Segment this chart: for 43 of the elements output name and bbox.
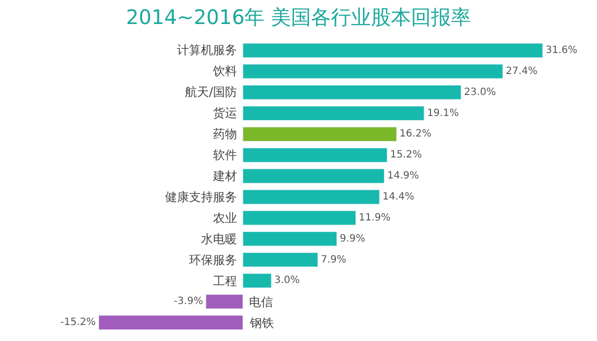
- bar: [242, 190, 380, 204]
- bar: [242, 84, 462, 100]
- y-tick-label: 工程: [213, 274, 237, 288]
- y-tick-label: 药物: [213, 127, 237, 141]
- y-tick-label: 钢铁: [249, 316, 274, 330]
- data-label: 3.0%: [274, 275, 300, 286]
- bar: [242, 64, 504, 79]
- bar: [242, 126, 397, 142]
- y-tick-label: 电信: [249, 295, 273, 309]
- bar: [206, 294, 244, 309]
- y-tick-label: 健康支持服务: [165, 190, 237, 204]
- bar: [242, 252, 318, 268]
- y-tick-label: 农业: [213, 211, 237, 225]
- data-label: 27.4%: [506, 66, 538, 77]
- y-tick-label: 水电暖: [201, 232, 237, 246]
- data-label: -3.9%: [174, 296, 203, 308]
- chart-title: 2014~2016年 美国各行业股本回报率: [126, 5, 471, 30]
- y-tick-label: 环保服务: [189, 253, 237, 267]
- data-label: 16.2%: [400, 128, 432, 140]
- data-label: 7.9%: [320, 254, 346, 266]
- bar: [242, 148, 388, 162]
- y-tick-label: 软件: [213, 148, 237, 162]
- y-tick-label: 计算机服务: [177, 43, 237, 57]
- data-label: 23.0%: [464, 86, 496, 98]
- bar: [242, 273, 272, 288]
- data-label: 14.9%: [387, 170, 420, 182]
- bar: [242, 43, 543, 58]
- data-label: 11.9%: [358, 212, 391, 224]
- bar: [98, 315, 244, 330]
- y-tick-label: 航天/国防: [185, 85, 238, 99]
- bar: [242, 168, 384, 184]
- y-tick-label: 货运: [213, 106, 237, 120]
- bar: [242, 106, 424, 121]
- data-label: 31.6%: [546, 44, 578, 56]
- data-label: 15.2%: [390, 150, 422, 161]
- data-label: 9.9%: [340, 233, 366, 244]
- y-tick-label: 建材: [212, 169, 237, 183]
- data-label: 14.4%: [382, 191, 414, 202]
- y-tick-label: 饮料: [212, 64, 237, 78]
- bar: [242, 231, 338, 246]
- data-label: -15.2%: [60, 317, 96, 328]
- data-label: 19.1%: [427, 108, 459, 119]
- bar: [242, 210, 356, 226]
